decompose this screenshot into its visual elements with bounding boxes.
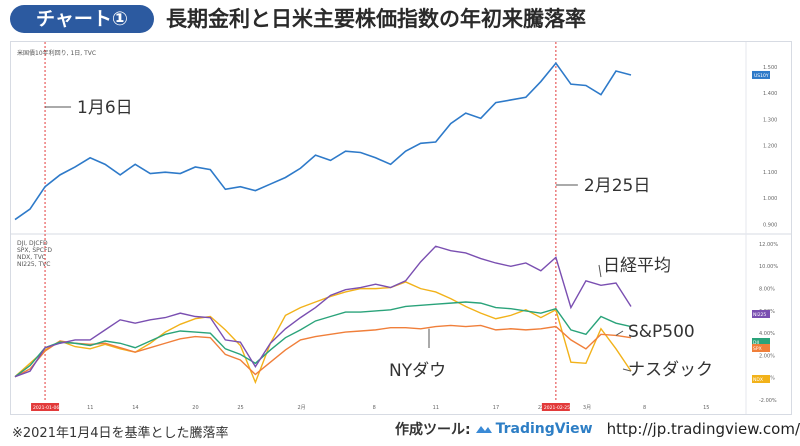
ust10y-tick-label: 1.400 (763, 91, 777, 97)
dji-price-tag (752, 338, 770, 346)
ust10y-price-tag (752, 70, 770, 79)
combined-chart: 1.500 1.400 1.300 1.200 1.100 1.000 0.900 12.00… (11, 42, 791, 414)
x-tick-label: 3月 (583, 405, 591, 411)
spx-price-tag (752, 344, 770, 352)
index-tick-label: 4.00% (759, 331, 775, 337)
x-tick-label: 20 (192, 405, 198, 411)
ndx-price-tag-label: NDX (753, 377, 763, 383)
ust10y-tick-label: 0.900 (763, 222, 777, 228)
index-legend-entry: DJI, DJCFD (17, 240, 48, 247)
index-tick-label: 8.00% (759, 287, 775, 293)
ust10y-tick-label: 1.300 (763, 117, 777, 123)
ust10y-tick-label: 1.000 (763, 196, 777, 202)
index-tick-label: 10.00% (759, 264, 778, 270)
label-nasdaq: ナスダック (628, 360, 713, 380)
chart-frame: 1.500 1.400 1.300 1.200 1.100 1.000 0.900 12.00… (10, 41, 792, 415)
x-tick-label: 2021-02-25 (544, 405, 570, 411)
ust10y-tick-label: 1.500 (763, 65, 777, 71)
ust10y-line (14, 61, 632, 221)
ni225-line (14, 245, 632, 378)
date-highlight (31, 403, 60, 411)
ust10y-tick-label: 1.200 (763, 144, 777, 150)
spx-line (14, 324, 632, 378)
label-sp500: S&P500 (628, 322, 695, 342)
index-legend-entry: SPX, SPCFD (17, 247, 52, 254)
x-tick-label: 11 (87, 405, 93, 411)
x-tick-label: 15 (703, 405, 709, 411)
annotation-feb25: 2月25日 (584, 176, 650, 196)
date-highlight (541, 403, 570, 411)
brand-name: TradingView (495, 421, 593, 437)
dji-price-tag-label: DJI (753, 340, 759, 346)
tool-credit: 作成ツール: TradingView http://jp.tradingview… (395, 419, 800, 439)
source-url: http://jp.tradingview.com/ (606, 420, 800, 438)
callout-leader (622, 368, 632, 372)
x-tick-label: 8 (373, 405, 376, 411)
ndx-line (14, 281, 632, 385)
x-tick-label: 14 (132, 405, 138, 411)
tradingview-logo-icon (475, 426, 492, 433)
label-nikkei: 日経平均 (603, 256, 671, 276)
ust10y-tick-label: 1.100 (763, 170, 777, 176)
index-legend-entry: NDX, TVC (17, 254, 46, 261)
index-tick-label: -2.00% (759, 398, 777, 404)
tradingview-brand: TradingView (475, 421, 593, 437)
annotation-jan6: 1月6日 (77, 98, 133, 118)
ust10y-price-tag-label: US10Y (754, 73, 769, 79)
dji-line (14, 301, 632, 378)
x-tick-label: 25 (237, 405, 243, 411)
page-header: チャート① 長期金利と日米主要株価指数の年初来騰落率 (0, 0, 800, 38)
ust10y-source-label: 米国債10年利回り, 1日, TVC (17, 49, 96, 57)
ndx-price-tag (752, 375, 770, 383)
callout-leader (598, 264, 602, 278)
spx-price-tag-label: SPX (753, 346, 762, 352)
label-nydow: NYダウ (389, 361, 446, 381)
callout-leader (615, 330, 624, 336)
x-tick-label: 17 (493, 405, 499, 411)
baseline-footnote: ※2021年1月4日を基準とした騰落率 (12, 426, 229, 441)
index-legend-entry: NI225, TVC (17, 261, 50, 268)
index-tick-label: 2.00% (759, 353, 775, 359)
x-tick-label: 8 (643, 405, 646, 411)
page-title: 長期金利と日米主要株価指数の年初来騰落率 (166, 7, 586, 31)
x-tick-label: 2月 (297, 405, 305, 411)
x-tick-label: 22 (538, 405, 544, 411)
ni225-price-tag (752, 310, 770, 318)
ni225-price-tag-label: NI225 (753, 312, 766, 318)
tool-label: 作成ツール: (395, 422, 471, 438)
x-tick-label: 11 (433, 405, 439, 411)
chart-number-badge: チャート① (10, 5, 154, 33)
index-tick-label: 12.00% (759, 242, 778, 248)
x-tick-label: 2021-01-06 (33, 405, 59, 411)
